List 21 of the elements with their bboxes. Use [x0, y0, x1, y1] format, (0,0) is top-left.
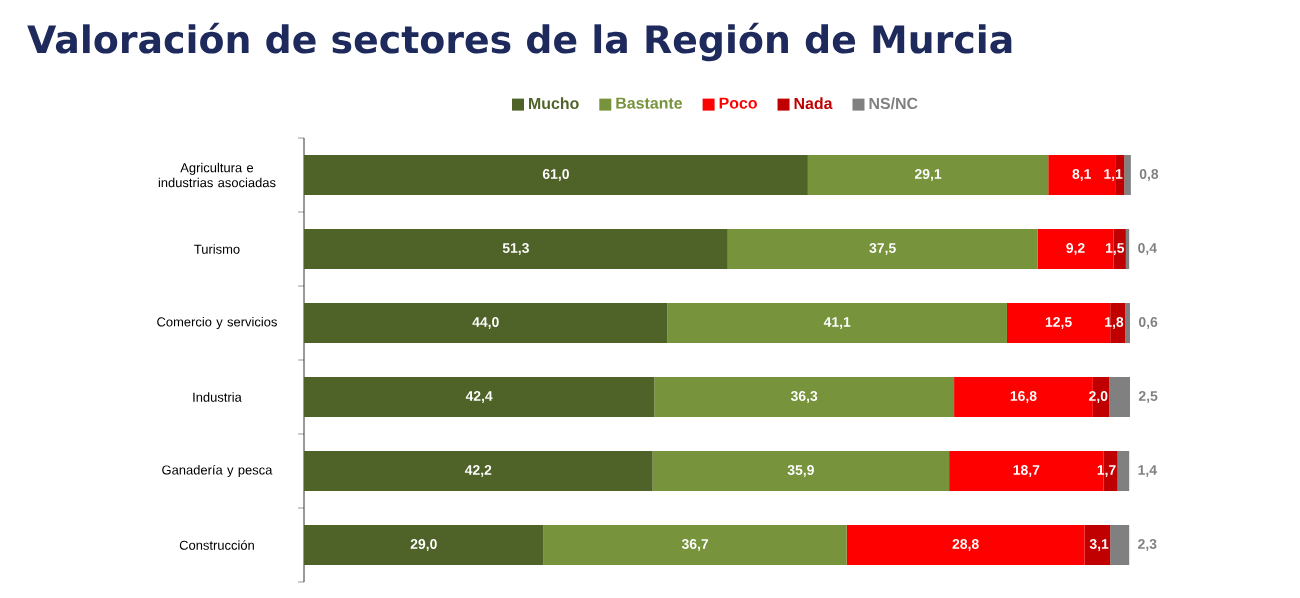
- bar: [304, 525, 544, 566]
- bar: [667, 303, 1007, 344]
- bar: [304, 303, 668, 344]
- bar: [1117, 451, 1130, 492]
- bar: [1109, 377, 1131, 418]
- bar: [304, 451, 653, 492]
- bar: [846, 525, 1085, 566]
- bar: [1084, 525, 1111, 566]
- bar: [652, 451, 950, 492]
- bar: [543, 525, 847, 566]
- bar: [1124, 155, 1131, 196]
- bar: [654, 377, 955, 418]
- bar: [807, 155, 1049, 196]
- bar: [304, 229, 728, 270]
- bar: [304, 377, 655, 418]
- bar: [727, 229, 1038, 270]
- bar: [954, 377, 1093, 418]
- bar: [304, 155, 808, 196]
- bar: [1125, 303, 1131, 344]
- chart-title: Valoración de sectores de la Región de Murcia: [27, 22, 1012, 62]
- bar: [1110, 525, 1130, 566]
